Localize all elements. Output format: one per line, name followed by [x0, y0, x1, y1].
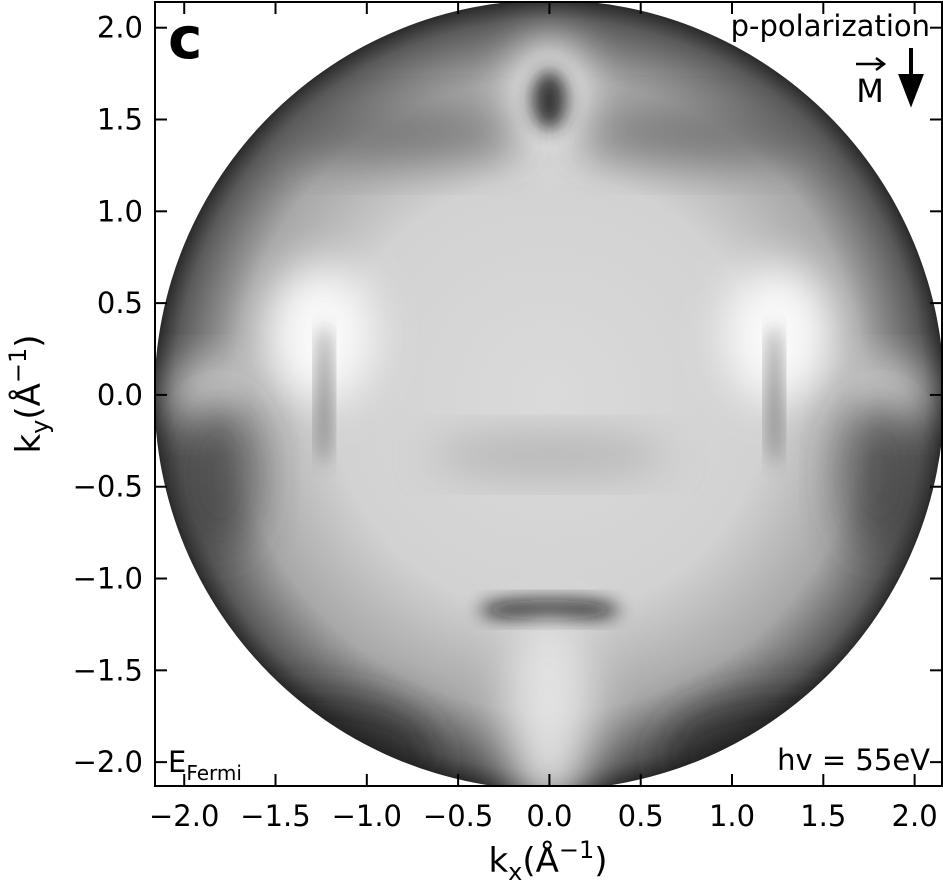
x-axis-label: kx(Å−1)	[488, 836, 607, 886]
x-tick-label: 1.0	[709, 799, 755, 833]
x-tick-label: 0.5	[618, 799, 664, 833]
direction-arrow	[898, 48, 924, 108]
x-label-subscript: x	[508, 858, 522, 886]
disc	[155, 2, 942, 786]
x-label-exponent: −1	[559, 836, 594, 864]
polarization-label: p-polarization	[731, 9, 930, 43]
y-tick-label: 0.0	[97, 378, 143, 412]
photon-energy-label: hv = 55eV	[777, 743, 930, 777]
x-tick-label: −2.0	[149, 799, 219, 833]
feature	[264, 264, 375, 405]
energy-label: EFermi	[168, 745, 242, 785]
feature	[429, 434, 670, 475]
feature	[531, 69, 568, 130]
vector-arrow	[856, 57, 887, 71]
y-label-unit: (Å	[8, 383, 49, 420]
x-tick-label: 1.5	[800, 799, 846, 833]
y-tick-label: 0.5	[97, 286, 143, 320]
x-tick-label: 0.0	[526, 799, 572, 833]
x-tick-label: 2.0	[892, 799, 938, 833]
x-tick-label: −1.5	[240, 799, 310, 833]
magnetization-label: M	[856, 72, 884, 110]
feature	[768, 324, 781, 465]
y-tick-label: −1.0	[73, 562, 143, 596]
feature	[839, 394, 920, 555]
feature	[579, 104, 820, 165]
x-label-symbol: k	[488, 841, 508, 881]
y-tick-label: 2.0	[97, 11, 143, 45]
feature	[179, 394, 260, 555]
feature	[279, 104, 520, 165]
intensity-map	[155, 2, 942, 786]
y-tick-label: 1.0	[97, 194, 143, 228]
feature	[724, 264, 835, 405]
y-tick-label: −1.5	[73, 653, 143, 687]
y-label-subscript: y	[26, 420, 54, 434]
y-label-close: )	[9, 334, 49, 347]
energy-subscript: Fermi	[186, 761, 242, 785]
feature	[479, 599, 620, 620]
y-tick-label: −0.5	[73, 470, 143, 504]
energy-symbol: E	[168, 745, 186, 779]
x-label-unit: (Å	[522, 840, 559, 881]
axes: −2.0 −1.5 −1.0 −0.5 0.0 0.5 1.0 1.5 2.0−2.0−1.5−…	[73, 2, 942, 833]
x-label-close: )	[594, 841, 607, 881]
feature	[318, 324, 331, 465]
feature	[199, 694, 440, 786]
y-label-exponent: −1	[4, 348, 32, 383]
plot-frame	[154, 1, 943, 787]
y-label-symbol: k	[9, 434, 49, 454]
x-tick-label: −0.5	[423, 799, 493, 833]
features	[169, 34, 930, 786]
x-tick-label: −1.0	[332, 799, 402, 833]
y-tick-label: −2.0	[73, 745, 143, 779]
y-axis-label: ky(Å−1)	[4, 334, 54, 453]
panel-label: c	[168, 4, 202, 72]
y-tick-label: 1.5	[97, 103, 143, 137]
feature	[504, 614, 595, 786]
